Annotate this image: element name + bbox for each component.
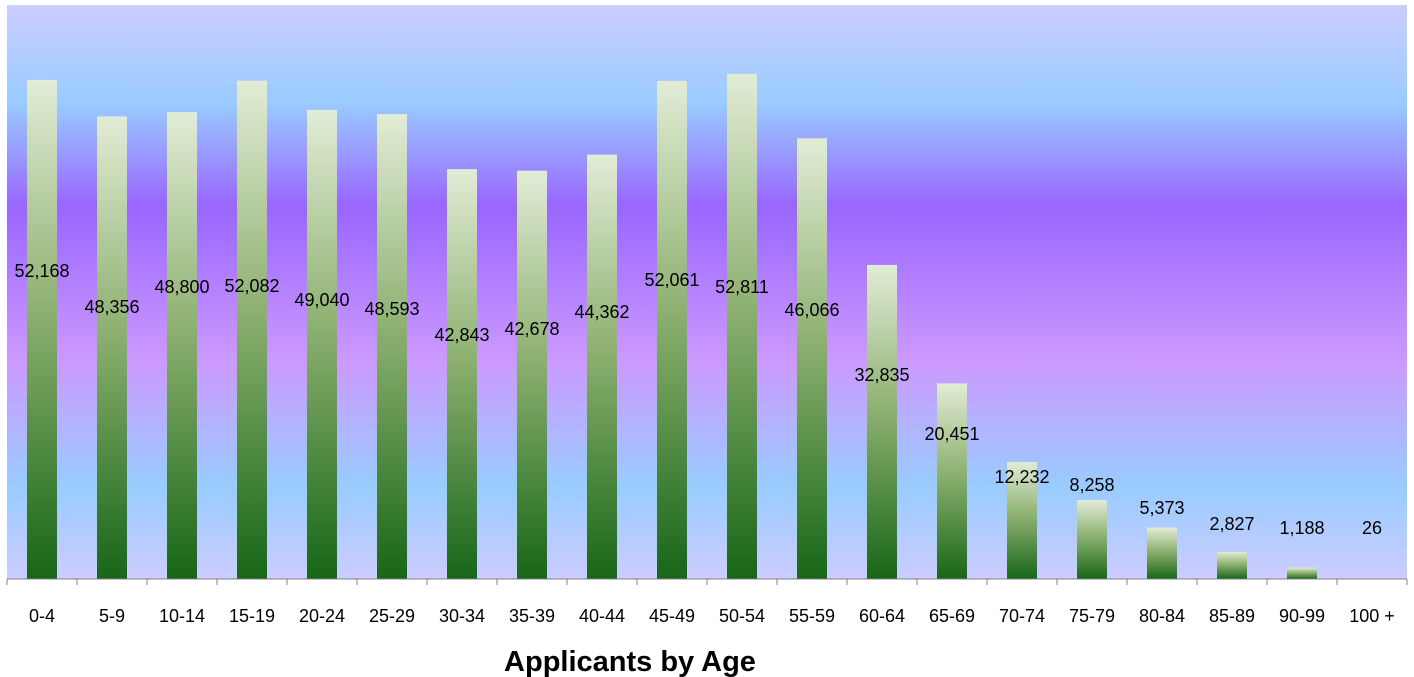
x-tick-label: 60-64	[859, 606, 905, 626]
value-label: 52,168	[14, 261, 69, 281]
x-tick-label: 5-9	[99, 606, 125, 626]
x-tick-label: 45-49	[649, 606, 695, 626]
bar-90-99	[1287, 567, 1317, 579]
x-tick-label: 35-39	[509, 606, 555, 626]
x-tick-label: 70-74	[999, 606, 1045, 626]
value-label: 48,800	[154, 277, 209, 297]
x-tick-label: 100 +	[1349, 606, 1395, 626]
plot-background	[7, 5, 1407, 579]
bar-15-19	[237, 80, 267, 579]
x-tick-label: 85-89	[1209, 606, 1255, 626]
value-label: 32,835	[854, 365, 909, 385]
x-tick-label: 10-14	[159, 606, 205, 626]
bar-60-64	[867, 264, 897, 579]
value-label: 26	[1362, 518, 1382, 538]
value-labels-layer: 52,168 48,356 48,800 52,082 49,040 48,593 42,8…	[14, 261, 1382, 538]
x-tick-label: 25-29	[369, 606, 415, 626]
x-tick-label: 0-4	[29, 606, 55, 626]
x-tick-label: 65-69	[929, 606, 975, 626]
value-label: 20,451	[924, 424, 979, 444]
bar-80-84	[1147, 527, 1177, 579]
bar-85-89	[1217, 552, 1247, 579]
x-tick-label: 40-44	[579, 606, 625, 626]
x-tick-label: 55-59	[789, 606, 835, 626]
value-label: 42,678	[504, 319, 559, 339]
bar-35-39	[517, 170, 547, 579]
value-label: 2,827	[1209, 514, 1254, 534]
bar-30-34	[447, 169, 477, 579]
x-ticks-layer: 0-4 5-9 10-14 15-19 20-24 25-29 30-34 35-39 40-4…	[6, 579, 1408, 626]
bar-50-54	[727, 73, 757, 580]
value-label: 48,593	[364, 299, 419, 319]
x-axis-title: Applicants by Age	[504, 646, 756, 677]
value-label: 46,066	[784, 300, 839, 320]
value-label: 48,356	[84, 297, 139, 317]
bar-20-24	[307, 109, 337, 580]
value-label: 12,232	[994, 467, 1049, 487]
value-label: 1,188	[1279, 518, 1324, 538]
value-label: 44,362	[574, 302, 629, 322]
bar-25-29	[377, 114, 407, 579]
x-tick-label: 75-79	[1069, 606, 1115, 626]
bars-layer	[27, 73, 1387, 580]
bar-5-9	[97, 116, 127, 580]
bar-40-44	[587, 154, 617, 579]
bar-45-49	[657, 80, 687, 580]
x-tick-label: 50-54	[719, 606, 765, 626]
x-tick-label: 90-99	[1279, 606, 1325, 626]
x-tick-label: 15-19	[229, 606, 275, 626]
value-label: 5,373	[1139, 498, 1184, 518]
value-label: 52,082	[224, 276, 279, 296]
x-tick-label: 20-24	[299, 606, 345, 626]
value-label: 52,061	[644, 270, 699, 290]
value-label: 8,258	[1069, 475, 1114, 495]
x-tick-label: 30-34	[439, 606, 485, 626]
bar-65-69	[937, 383, 967, 579]
bar-55-59	[797, 138, 827, 580]
x-tick-label: 80-84	[1139, 606, 1185, 626]
bar-0-4	[27, 79, 57, 580]
value-label: 52,811	[715, 277, 769, 297]
bar-10-14	[167, 112, 197, 579]
bar-70-74	[1007, 462, 1037, 579]
value-label: 42,843	[434, 325, 489, 345]
value-label: 49,040	[294, 290, 349, 310]
bar-75-79	[1077, 500, 1107, 579]
